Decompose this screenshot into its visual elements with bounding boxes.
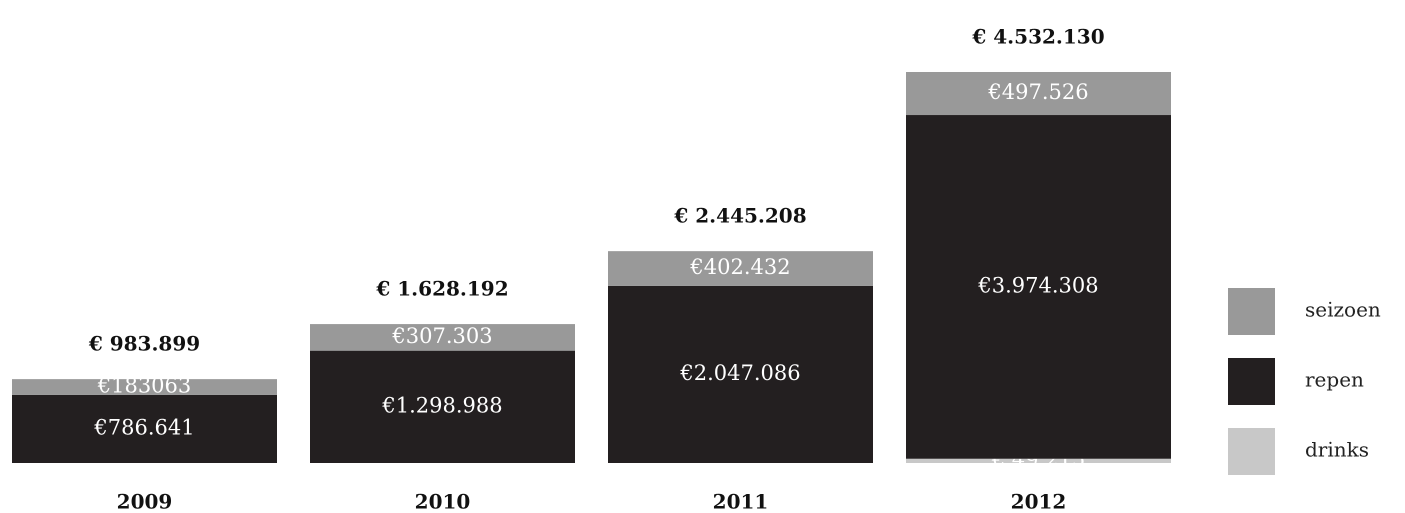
data-label: €3.974.308 — [977, 273, 1098, 297]
bar-segment — [12, 379, 277, 395]
bar-segment — [12, 394, 277, 463]
data-label: €497.526 — [987, 80, 1088, 104]
x-tick-label: 2010 — [415, 490, 471, 513]
legend-swatch — [1228, 428, 1275, 475]
bar-segment — [310, 324, 575, 351]
data-label: €1.298.988 — [381, 393, 502, 417]
bar-segment — [608, 285, 873, 463]
bar-segment — [906, 458, 1171, 463]
legend-label: repen — [1305, 368, 1364, 392]
total-label: € 4.532.130 — [971, 25, 1104, 49]
x-tick-label: 2009 — [117, 490, 173, 513]
data-label: €786.641 — [93, 415, 194, 439]
x-tick-label: 2011 — [713, 490, 769, 513]
data-label: €307.303 — [391, 324, 492, 348]
x-tick-label: 2012 — [1011, 490, 1067, 513]
bar-segment — [608, 251, 873, 286]
total-label: € 1.628.192 — [375, 277, 508, 301]
bar-segment — [906, 72, 1171, 116]
legend-label: drinks — [1305, 438, 1369, 462]
data-label: €402.432 — [689, 255, 790, 279]
total-label: € 983.899 — [88, 332, 200, 356]
data-label: €183063 — [97, 374, 192, 398]
data-label: €2.047.086 — [679, 361, 800, 385]
bar-segment — [906, 115, 1171, 459]
bar-segment — [310, 350, 575, 463]
legend-label: seizoen — [1305, 298, 1381, 322]
legend-swatch — [1228, 288, 1275, 335]
legend-swatch — [1228, 358, 1275, 405]
total-label: € 2.445.208 — [673, 204, 806, 228]
